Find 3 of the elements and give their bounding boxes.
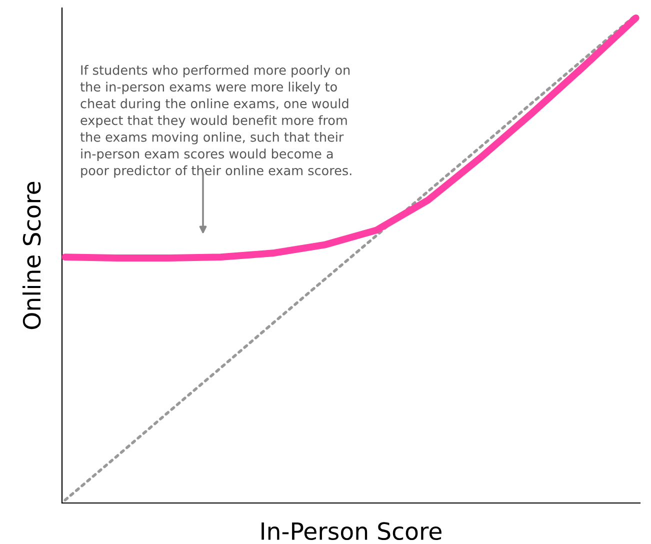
x-axis-title: In-Person Score	[262, 522, 442, 540]
y-axis-title: Online Score	[22, 182, 41, 330]
annotation: If students who performed more poorly on the in-person exams were more likely to cheat during the online exams, one would expect that they would benefit more from the exams moving online, such that their in-person exam scores would become a poor predictor of their online exam scores.	[80, 65, 352, 178]
